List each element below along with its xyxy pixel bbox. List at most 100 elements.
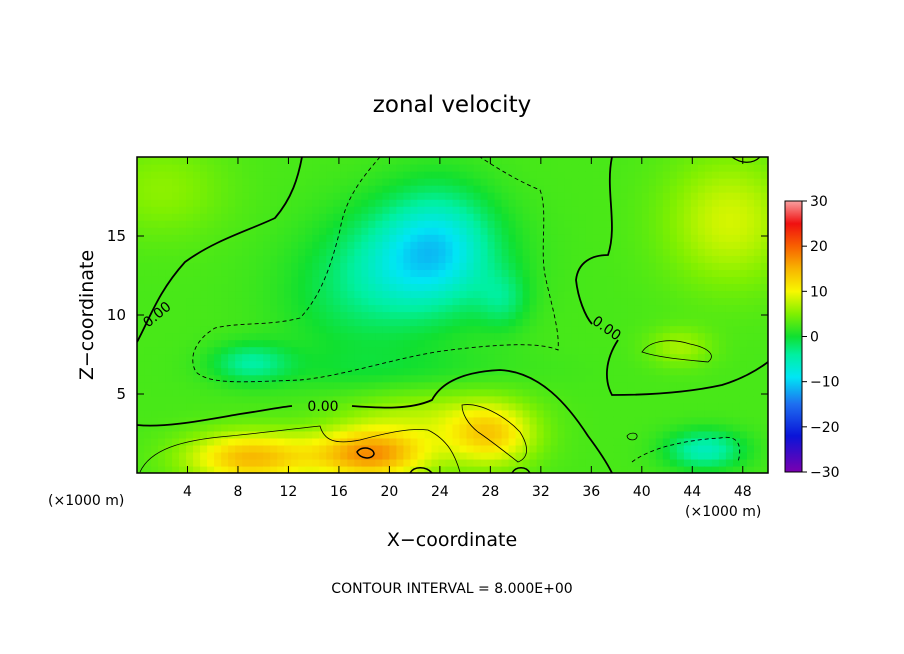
field-cell [487, 416, 496, 425]
field-cell [312, 185, 320, 193]
field-cell [473, 206, 482, 214]
field-cell [319, 409, 327, 418]
field-cell [375, 241, 383, 249]
field-cell [585, 220, 594, 228]
field-cell [711, 283, 720, 292]
field-cell [571, 395, 580, 404]
field-cell [627, 465, 636, 473]
field-cell [466, 381, 475, 390]
field-cell [438, 241, 447, 249]
field-cell [326, 409, 334, 418]
field-cell [221, 283, 229, 292]
field-cell [354, 437, 362, 446]
field-cell [725, 374, 734, 383]
field-cell [375, 430, 383, 439]
field-cell [683, 171, 692, 179]
field-cell [578, 430, 587, 439]
field-cell [312, 311, 320, 320]
field-cell [697, 248, 706, 256]
field-cell [676, 339, 685, 348]
field-cell [480, 241, 489, 249]
field-cell [305, 171, 313, 179]
field-cell [515, 332, 524, 341]
field-cell [417, 381, 426, 390]
field-cell [396, 409, 405, 418]
field-cell [438, 416, 447, 425]
field-cell [613, 297, 622, 306]
field-cell [354, 381, 362, 390]
field-cell [249, 325, 257, 334]
field-cell [284, 178, 292, 186]
field-cell [725, 395, 734, 404]
field-cell [403, 437, 412, 446]
field-cell [543, 304, 552, 313]
field-cell [424, 283, 433, 292]
field-cell [340, 248, 348, 256]
field-cell [543, 318, 552, 327]
field-cell [620, 332, 629, 341]
field-cell [263, 395, 271, 404]
colorbar-tick-label: 30 [810, 194, 828, 210]
field-cell [571, 192, 580, 200]
field-cell [578, 409, 587, 418]
field-cell [277, 227, 285, 235]
field-cell [431, 185, 440, 193]
field-cell [466, 395, 475, 404]
field-cell [459, 241, 468, 249]
field-cell [515, 206, 524, 214]
field-cell [662, 199, 671, 207]
field-cell [655, 437, 664, 446]
field-cell [466, 332, 475, 341]
field-cell [487, 409, 496, 418]
field-cell [529, 339, 538, 348]
field-cell [641, 276, 650, 284]
field-cell [305, 332, 313, 341]
field-cell [445, 465, 454, 473]
field-cell [200, 458, 208, 467]
field-cell [571, 374, 580, 383]
field-cell [179, 451, 187, 460]
field-cell [424, 395, 433, 404]
field-cell [508, 395, 517, 404]
field-cell [578, 402, 587, 411]
field-cell [151, 339, 159, 348]
field-cell [466, 227, 475, 235]
field-cell [361, 388, 369, 397]
field-cell [480, 213, 489, 221]
field-cell [284, 395, 292, 404]
field-cell [396, 157, 405, 165]
field-cell [669, 220, 678, 228]
field-cell [648, 206, 657, 214]
field-cell [417, 458, 426, 467]
field-cell [151, 171, 159, 179]
field-cell [263, 171, 271, 179]
field-cell [347, 465, 355, 473]
field-cell [207, 353, 215, 362]
field-cell [473, 178, 482, 186]
field-cell [543, 164, 552, 172]
field-cell [354, 206, 362, 214]
field-cell [613, 164, 622, 172]
field-cell [326, 402, 334, 411]
field-cell [424, 192, 433, 200]
field-cell [396, 360, 405, 369]
field-cell [529, 353, 538, 362]
field-cell [487, 297, 496, 306]
field-cell [536, 213, 545, 221]
field-cell [424, 423, 433, 432]
field-cell [669, 395, 678, 404]
field-cell [270, 297, 278, 306]
field-cell [249, 234, 257, 242]
field-cell [725, 332, 734, 341]
field-cell [186, 213, 194, 221]
field-cell [319, 185, 327, 193]
field-cell [459, 444, 468, 453]
field-cell [529, 318, 538, 327]
field-cell [473, 213, 482, 221]
field-cell [459, 346, 468, 355]
field-cell [683, 269, 692, 277]
field-cell [662, 325, 671, 334]
field-cell [270, 157, 278, 165]
field-cell [410, 255, 419, 263]
field-cell [711, 213, 720, 221]
